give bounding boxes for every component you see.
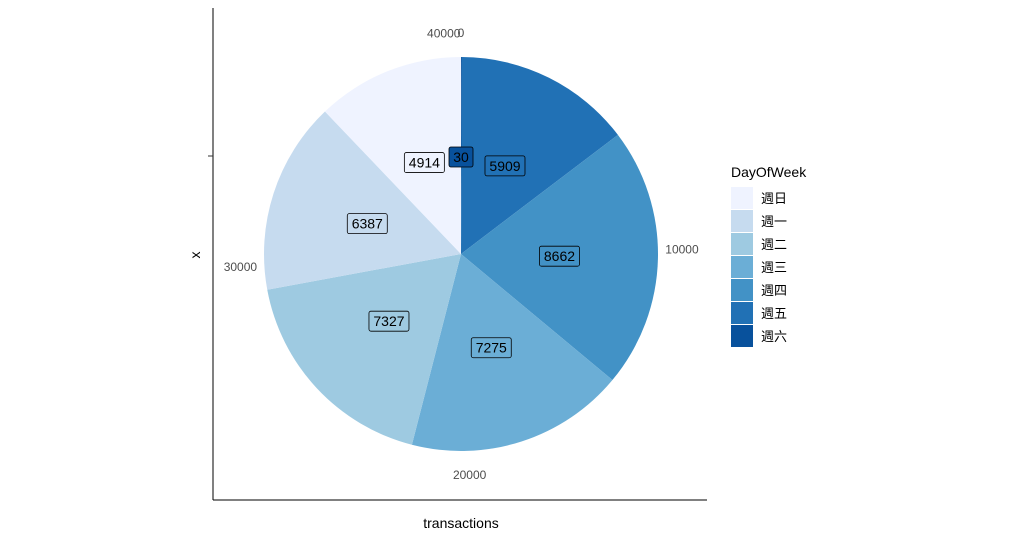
pie-data-labels: 30 5909 8662 7275 7327 6387 4914	[346, 146, 580, 359]
theta-tick-label: 30000	[224, 260, 258, 274]
data-label-text: 7275	[476, 340, 507, 356]
data-label-box	[448, 146, 474, 168]
data-label-box	[484, 155, 526, 177]
pie-slice-6	[264, 111, 461, 290]
legend-label: 週五	[761, 307, 787, 322]
legend-label: 週四	[761, 284, 787, 299]
pie-slices	[264, 56, 658, 451]
pie-slice-4	[411, 254, 613, 451]
y-axis-title: x	[187, 252, 203, 259]
data-label-6: 6387	[346, 213, 388, 235]
legend-label: 週二	[761, 238, 787, 253]
legend-key	[731, 279, 753, 301]
legend-key	[731, 256, 753, 278]
legend-key	[731, 302, 753, 324]
theta-tick-label: 10000	[665, 243, 699, 257]
data-label-text: 6387	[352, 216, 383, 232]
data-label-text: 4914	[409, 155, 440, 171]
legend-item: 週二	[731, 233, 787, 255]
legend-item: 週六	[731, 325, 787, 347]
data-label-box	[368, 310, 410, 332]
data-label-4: 7275	[470, 337, 512, 359]
data-label-1: 30	[448, 146, 474, 168]
data-label-box	[403, 152, 445, 173]
theta-tick-label: 0	[458, 26, 465, 40]
data-label-text: 8662	[544, 248, 575, 264]
theta-tick-label: 20000	[453, 468, 487, 482]
data-label-text: 7327	[373, 313, 404, 329]
legend-label: 週一	[761, 215, 787, 230]
theta-ticks: 0 10000 20000 30000 40000	[224, 26, 699, 482]
legend-label: 週日	[761, 192, 787, 207]
data-label-3: 8662	[539, 245, 580, 267]
data-label-text: 30	[453, 149, 469, 165]
pie-slice-7	[324, 56, 461, 254]
legend-key	[731, 210, 753, 232]
legend-key	[731, 233, 753, 255]
legend-label: 週三	[761, 261, 787, 276]
legend-key	[731, 187, 753, 209]
data-label-5: 7327	[368, 310, 410, 332]
legend-title: DayOfWeek	[731, 164, 807, 180]
legend-item: 週日	[731, 187, 787, 209]
legend-item: 週一	[731, 210, 787, 232]
pie-slice-2	[461, 57, 618, 254]
data-label-box	[470, 337, 512, 359]
pie-slice-5	[267, 254, 461, 445]
data-label-box	[346, 213, 388, 235]
data-label-2: 5909	[484, 155, 526, 177]
data-label-box	[539, 245, 580, 267]
theta-tick-label: 40000	[427, 27, 461, 41]
legend-key	[731, 325, 753, 347]
legend-item: 週五	[731, 302, 787, 324]
legend-item: 週三	[731, 256, 787, 278]
legend-label: 週六	[761, 330, 787, 345]
x-axis-title: transactions	[423, 515, 498, 531]
data-label-7: 4914	[403, 152, 445, 173]
legend-item: 週四	[731, 279, 787, 301]
data-label-text: 5909	[489, 158, 520, 174]
